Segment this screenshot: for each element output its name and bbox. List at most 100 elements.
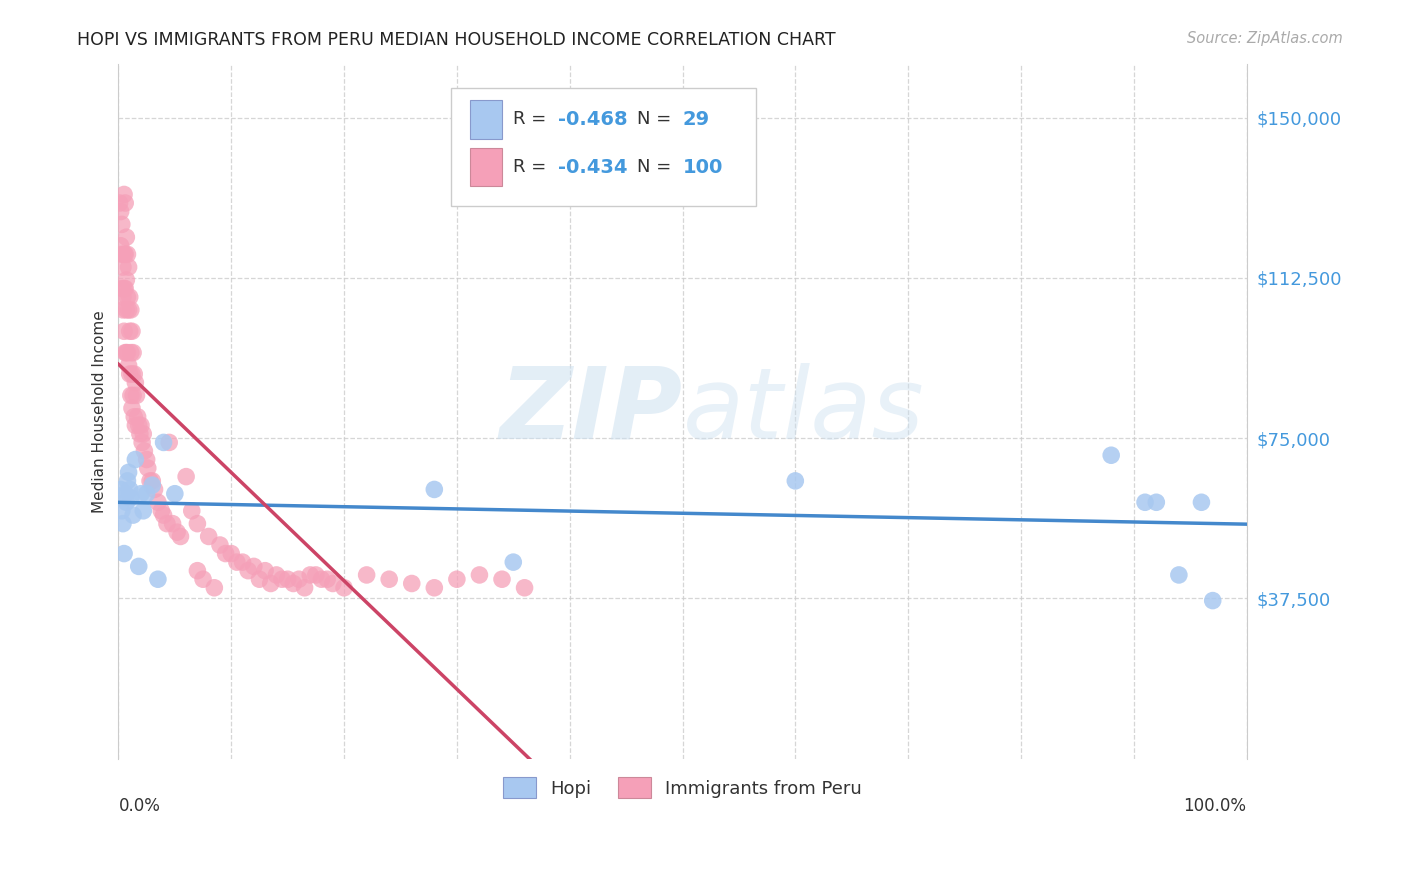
Point bbox=[122, 508, 145, 522]
Point bbox=[114, 486, 136, 500]
Point bbox=[114, 281, 136, 295]
Point bbox=[128, 426, 150, 441]
Point bbox=[162, 516, 184, 531]
Point bbox=[305, 568, 328, 582]
Point bbox=[117, 345, 139, 359]
Text: 29: 29 bbox=[682, 110, 710, 129]
Y-axis label: Median Household Income: Median Household Income bbox=[93, 310, 107, 513]
Point bbox=[117, 466, 139, 480]
Point bbox=[108, 196, 131, 211]
Point bbox=[502, 555, 524, 569]
Point bbox=[110, 483, 132, 497]
Point bbox=[225, 555, 247, 569]
Point bbox=[121, 324, 143, 338]
Point bbox=[271, 572, 294, 586]
Text: R =: R = bbox=[513, 111, 553, 128]
Point bbox=[311, 572, 333, 586]
Text: N =: N = bbox=[637, 158, 678, 177]
Point bbox=[166, 525, 188, 540]
Point bbox=[115, 345, 138, 359]
Point bbox=[114, 345, 136, 359]
Bar bbox=[471, 100, 502, 138]
Point bbox=[299, 568, 322, 582]
Legend: Hopi, Immigrants from Peru: Hopi, Immigrants from Peru bbox=[496, 770, 869, 805]
Point bbox=[132, 504, 155, 518]
Point bbox=[423, 483, 446, 497]
Point bbox=[491, 572, 513, 586]
Point bbox=[423, 581, 446, 595]
Point bbox=[110, 239, 132, 253]
Text: 0.0%: 0.0% bbox=[118, 797, 160, 815]
Point bbox=[322, 576, 344, 591]
Point bbox=[129, 486, 152, 500]
Point bbox=[243, 559, 266, 574]
Point bbox=[111, 516, 134, 531]
Point bbox=[134, 444, 156, 458]
Text: N =: N = bbox=[637, 111, 678, 128]
Point bbox=[294, 581, 316, 595]
Point bbox=[186, 516, 208, 531]
Point bbox=[117, 247, 139, 261]
Bar bbox=[471, 148, 502, 186]
Point bbox=[180, 504, 202, 518]
Point bbox=[249, 572, 271, 586]
Text: ZIP: ZIP bbox=[499, 363, 682, 460]
Point bbox=[1202, 593, 1225, 607]
Point bbox=[122, 409, 145, 424]
Point bbox=[115, 302, 138, 317]
Point bbox=[150, 504, 173, 518]
Point bbox=[146, 495, 169, 509]
Point bbox=[127, 409, 149, 424]
Point bbox=[122, 345, 145, 359]
Point bbox=[124, 452, 146, 467]
Point bbox=[122, 367, 145, 381]
Point bbox=[283, 576, 305, 591]
Point bbox=[202, 581, 225, 595]
Point bbox=[232, 555, 254, 569]
Point bbox=[122, 388, 145, 402]
Point bbox=[111, 218, 134, 232]
Point bbox=[254, 564, 277, 578]
Text: Source: ZipAtlas.com: Source: ZipAtlas.com bbox=[1187, 31, 1343, 46]
Point bbox=[120, 302, 142, 317]
Point bbox=[114, 247, 136, 261]
Point bbox=[266, 568, 288, 582]
Point bbox=[260, 576, 283, 591]
Text: -0.434: -0.434 bbox=[558, 158, 628, 177]
Text: atlas: atlas bbox=[682, 363, 924, 460]
Point bbox=[135, 486, 157, 500]
Text: R =: R = bbox=[513, 158, 553, 177]
Point bbox=[118, 367, 141, 381]
Point bbox=[333, 581, 356, 595]
Point bbox=[1099, 448, 1122, 462]
Point bbox=[186, 564, 208, 578]
Point bbox=[115, 230, 138, 244]
Point bbox=[120, 491, 142, 505]
Point bbox=[120, 345, 142, 359]
Point bbox=[785, 474, 807, 488]
Point bbox=[378, 572, 401, 586]
Point bbox=[112, 187, 135, 202]
Point bbox=[157, 435, 180, 450]
Point bbox=[401, 576, 423, 591]
Point bbox=[121, 367, 143, 381]
Point bbox=[129, 418, 152, 433]
Text: 100.0%: 100.0% bbox=[1184, 797, 1247, 815]
Point bbox=[141, 478, 163, 492]
Point bbox=[121, 401, 143, 416]
Point bbox=[117, 474, 139, 488]
Point bbox=[146, 572, 169, 586]
Point bbox=[135, 452, 157, 467]
Point bbox=[111, 302, 134, 317]
Point bbox=[208, 538, 231, 552]
Point bbox=[141, 474, 163, 488]
Point bbox=[117, 302, 139, 317]
Point bbox=[114, 196, 136, 211]
Point bbox=[288, 572, 311, 586]
Point bbox=[128, 559, 150, 574]
Point bbox=[169, 529, 191, 543]
Point bbox=[174, 469, 197, 483]
Point bbox=[111, 290, 134, 304]
Point bbox=[112, 281, 135, 295]
Point bbox=[277, 572, 299, 586]
